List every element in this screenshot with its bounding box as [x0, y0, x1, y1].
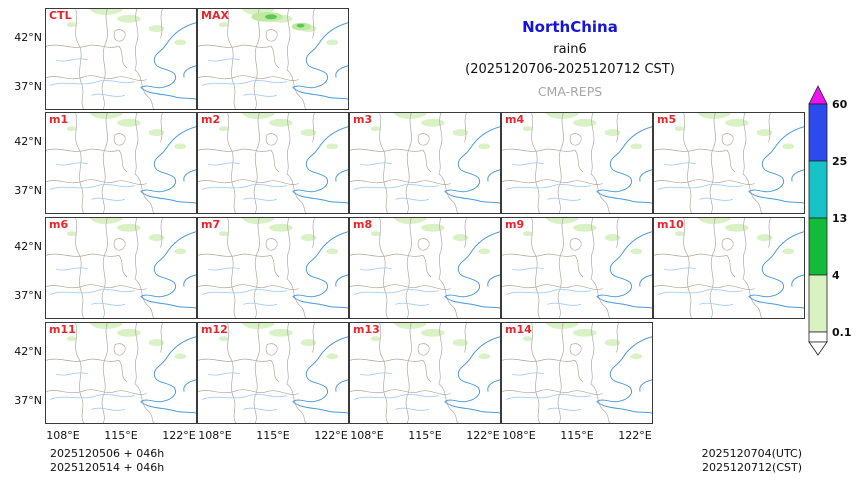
colorbar-tick: 60	[832, 98, 848, 111]
region-title: NorthChina	[522, 18, 618, 36]
china-map	[46, 9, 196, 109]
panel-label: m10	[657, 218, 684, 231]
panel-m7: m7	[197, 217, 349, 319]
panel-label: m9	[505, 218, 525, 231]
china-map	[350, 113, 500, 213]
panel-ctl: CTL	[45, 8, 197, 110]
lat-tick-label: 42°N	[14, 135, 42, 148]
panel-label: m1	[49, 113, 69, 126]
panel-label: m14	[505, 323, 532, 336]
china-map	[350, 323, 500, 423]
lon-tick-label: 122°E	[314, 429, 348, 442]
panel-m2: m2	[197, 112, 349, 214]
panel-label: m13	[353, 323, 380, 336]
model-name-label: CMA-REPS	[537, 84, 603, 99]
valid-time-cst: 2025120712(CST)	[702, 461, 802, 474]
lat-tick-label: 37°N	[14, 80, 42, 93]
lon-tick-label: 122°E	[162, 429, 196, 442]
panel-m10: m10	[653, 217, 805, 319]
init-time-block: 2025120506 + 046h 2025120514 + 046h	[50, 447, 164, 475]
china-map	[198, 218, 348, 318]
panel-m9: m9	[501, 217, 653, 319]
china-map	[198, 9, 348, 109]
lon-tick-label: 108°E	[198, 429, 232, 442]
panel-m12: m12	[197, 322, 349, 424]
valid-period-label: (2025120706-2025120712 CST)	[465, 62, 675, 77]
panel-label: m7	[201, 218, 221, 231]
china-map	[198, 323, 348, 423]
panel-label: CTL	[49, 9, 72, 22]
colorbar-tick: 25	[832, 155, 848, 168]
panel-m11: m11	[45, 322, 197, 424]
lat-tick-label: 37°N	[14, 394, 42, 407]
panel-m5: m5	[653, 112, 805, 214]
lon-tick-label: 115°E	[104, 429, 138, 442]
lon-tick-label: 108°E	[46, 429, 80, 442]
colorbar-tick: 13	[832, 212, 848, 225]
china-map	[350, 218, 500, 318]
china-map	[654, 113, 804, 213]
lat-tick-label: 37°N	[14, 289, 42, 302]
lat-tick-label: 37°N	[14, 184, 42, 197]
lat-tick-label: 42°N	[14, 345, 42, 358]
panel-label: m3	[353, 113, 373, 126]
lon-tick-label: 108°E	[350, 429, 384, 442]
lon-tick-label: 115°E	[560, 429, 594, 442]
lon-tick-label: 115°E	[256, 429, 290, 442]
china-map	[502, 323, 652, 423]
colorbar-tick: 0.1	[832, 326, 852, 339]
china-map	[46, 218, 196, 318]
lon-tick-label: 122°E	[618, 429, 652, 442]
colorbar-tick: 4	[832, 269, 840, 282]
china-map	[502, 218, 652, 318]
panel-m4: m4	[501, 112, 653, 214]
panel-m3: m3	[349, 112, 501, 214]
lon-tick-label: 108°E	[502, 429, 536, 442]
init-time-line2: 2025120514 + 046h	[50, 461, 165, 474]
china-map	[654, 218, 804, 318]
lat-tick-label: 42°N	[14, 240, 42, 253]
valid-time-utc: 2025120704(UTC)	[701, 447, 802, 460]
panel-label: MAX	[201, 9, 229, 22]
panel-m1: m1	[45, 112, 197, 214]
colorbar-scale	[808, 85, 828, 356]
lon-tick-label: 115°E	[408, 429, 442, 442]
lon-tick-label: 122°E	[466, 429, 500, 442]
china-map	[46, 323, 196, 423]
china-map	[46, 113, 196, 213]
china-map	[502, 113, 652, 213]
panel-label: m11	[49, 323, 76, 336]
panel-label: m4	[505, 113, 525, 126]
variable-label: rain6	[553, 42, 587, 57]
panel-max: MAX	[197, 8, 349, 110]
colorbar: 60 25 13 4 0.1	[806, 84, 860, 364]
panel-label: m8	[353, 218, 373, 231]
valid-time-block: 2025120704(UTC) 2025120712(CST)	[650, 447, 802, 475]
china-map	[198, 113, 348, 213]
panel-m8: m8	[349, 217, 501, 319]
panel-m14: m14	[501, 322, 653, 424]
panel-label: m2	[201, 113, 221, 126]
init-time-line1: 2025120506 + 046h	[50, 447, 165, 460]
lat-tick-label: 42°N	[14, 31, 42, 44]
title-block: NorthChina rain6 (2025120706-2025120712 …	[420, 18, 720, 99]
panel-m13: m13	[349, 322, 501, 424]
panel-label: m12	[201, 323, 228, 336]
panel-m6: m6	[45, 217, 197, 319]
panel-label: m6	[49, 218, 69, 231]
panel-label: m5	[657, 113, 677, 126]
